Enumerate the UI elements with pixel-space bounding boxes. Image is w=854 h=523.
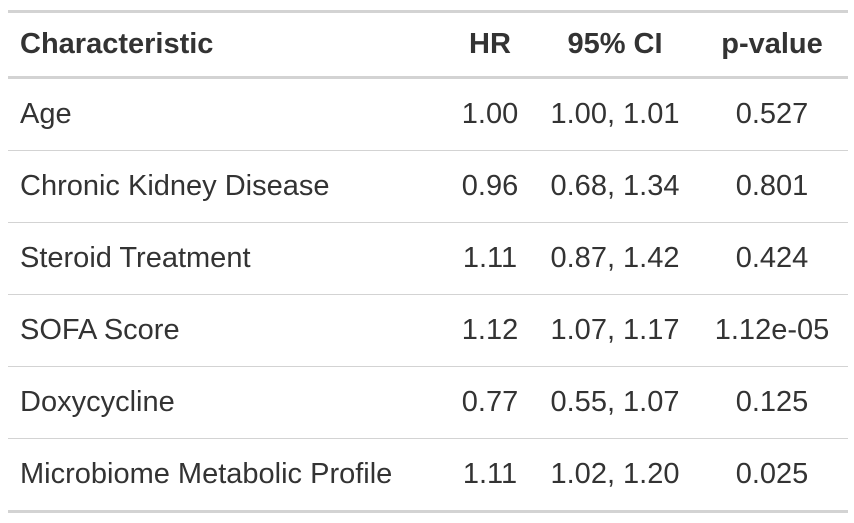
- header-hr: HR: [469, 28, 511, 60]
- cell-hr: 1.11: [462, 242, 518, 274]
- cell-p-value: 0.424: [735, 242, 809, 274]
- table-row: Microbiome Metabolic Profile 1.11 1.02, …: [8, 439, 848, 512]
- results-table-container: Characteristic HR 95% CI p-value Age 1.0…: [8, 10, 848, 513]
- table-body: Age 1.00 1.00, 1.01 0.527 Chronic Kidney…: [8, 78, 848, 512]
- cell-ci: 1.02, 1.20: [550, 458, 680, 490]
- cell-hr: 1.11: [462, 458, 518, 490]
- cell-p-value: 0.025: [735, 458, 809, 490]
- cell-hr: 1.00: [461, 98, 519, 130]
- table-row: Doxycycline 0.77 0.55, 1.07 0.125: [8, 367, 848, 439]
- cell-p-value: 0.801: [735, 170, 809, 202]
- cell-hr: 0.96: [461, 170, 519, 202]
- cell-p-value: 0.527: [735, 98, 809, 130]
- cell-ci: 0.68, 1.34: [550, 170, 680, 202]
- header-row: Characteristic HR 95% CI p-value: [8, 11, 848, 78]
- cell-characteristic: Microbiome Metabolic Profile: [20, 458, 393, 490]
- cell-p-value: 1.12e-05: [714, 314, 830, 346]
- table-header: Characteristic HR 95% CI p-value: [8, 11, 848, 78]
- cell-ci: 1.07, 1.17: [550, 314, 680, 346]
- table-row: Age 1.00 1.00, 1.01 0.527: [8, 78, 848, 151]
- cell-ci: 0.87, 1.42: [550, 242, 680, 274]
- header-p-value: p-value: [721, 28, 823, 60]
- header-ci: 95% CI: [567, 28, 663, 60]
- cell-characteristic: Doxycycline: [20, 386, 175, 418]
- table-row: Chronic Kidney Disease 0.96 0.68, 1.34 0…: [8, 151, 848, 223]
- cell-characteristic: Chronic Kidney Disease: [20, 170, 330, 202]
- cell-hr: 0.77: [461, 386, 519, 418]
- hazard-ratio-table: Characteristic HR 95% CI p-value Age 1.0…: [8, 10, 848, 513]
- table-row: SOFA Score 1.12 1.07, 1.17 1.12e-05: [8, 295, 848, 367]
- cell-p-value: 0.125: [735, 386, 809, 418]
- cell-ci: 1.00, 1.01: [550, 98, 680, 130]
- table-row: Steroid Treatment 1.11 0.87, 1.42 0.424: [8, 223, 848, 295]
- cell-characteristic: Age: [20, 98, 72, 130]
- header-characteristic: Characteristic: [20, 28, 214, 60]
- cell-characteristic: Steroid Treatment: [20, 242, 251, 274]
- cell-ci: 0.55, 1.07: [550, 386, 680, 418]
- cell-characteristic: SOFA Score: [20, 314, 180, 346]
- cell-hr: 1.12: [461, 314, 519, 346]
